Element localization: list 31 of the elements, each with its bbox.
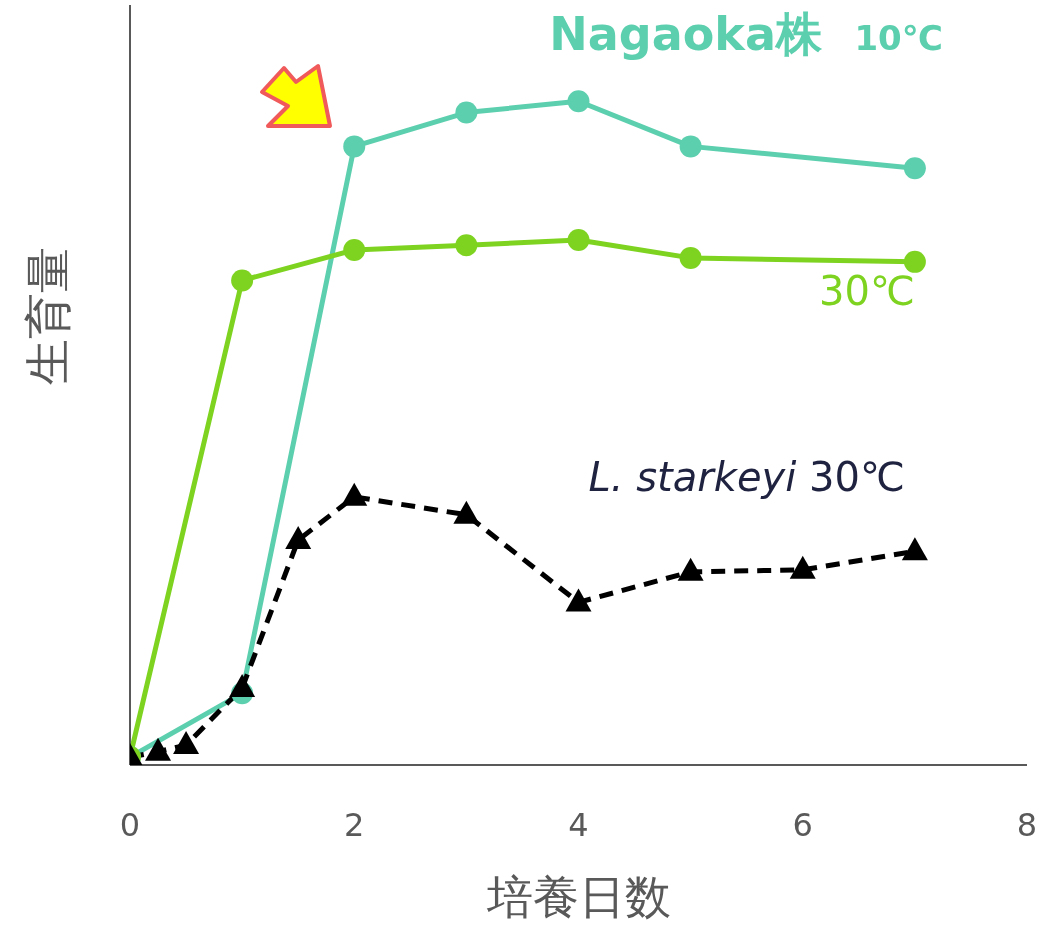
point: [903, 157, 926, 180]
point: [679, 135, 702, 158]
x-tick-label: 2: [344, 805, 365, 844]
series-label: Nagaoka株 10℃: [549, 7, 943, 62]
point: [343, 135, 366, 158]
point: [789, 555, 816, 579]
point: [455, 234, 478, 257]
point: [173, 731, 200, 755]
point: [565, 588, 592, 612]
point: [455, 101, 478, 124]
point: [285, 525, 312, 549]
point: [901, 537, 928, 561]
point: [567, 90, 590, 113]
point: [343, 238, 366, 261]
point: [341, 482, 368, 506]
point: [679, 246, 702, 269]
point: [229, 674, 256, 697]
y-axis-title: 生育量: [21, 247, 76, 385]
x-tick-label: 0: [119, 805, 141, 844]
series-label: 30℃: [819, 267, 915, 314]
point: [567, 228, 590, 251]
point: [231, 269, 254, 292]
point: [677, 557, 704, 581]
x-tick-label: 8: [1016, 805, 1038, 844]
x-axis-title: 培養日数: [485, 870, 671, 924]
x-tick-label: 4: [568, 805, 589, 844]
point: [453, 500, 480, 524]
point: [903, 250, 926, 273]
x-tick-label: 6: [792, 805, 813, 844]
series-label: L. starkeyi 30℃: [588, 454, 905, 501]
point: [145, 737, 172, 761]
